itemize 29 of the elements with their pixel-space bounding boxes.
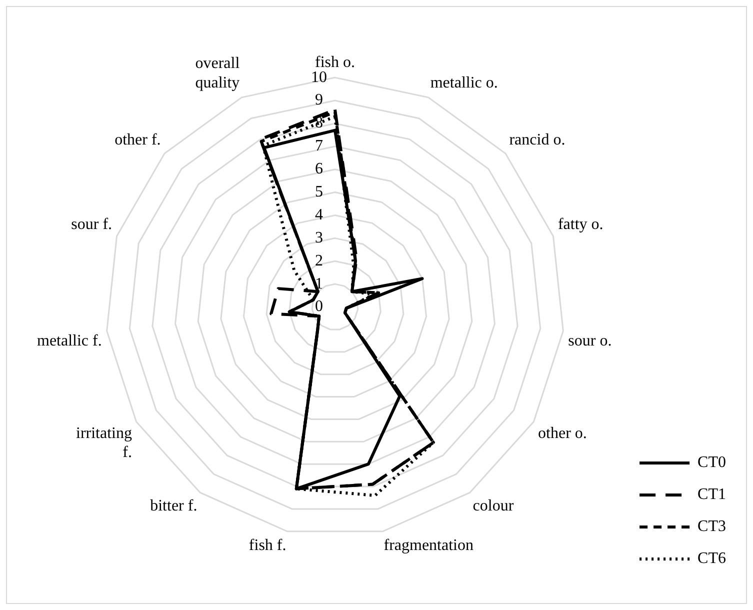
spoke-label: metallic f. — [37, 332, 102, 350]
spoke-label: fatty o. — [558, 216, 604, 234]
legend-label: CT0 — [698, 454, 726, 472]
spoke-label: sour o. — [568, 332, 612, 350]
spoke-label: rancid o. — [509, 132, 566, 149]
spoke-label: overall quality — [195, 55, 240, 92]
spoke-label: irritating f. — [76, 425, 132, 462]
y-tick-label: 1 — [315, 275, 323, 292]
spoke-label: sour f. — [71, 216, 112, 234]
spoke-label: fragmentation — [384, 537, 474, 554]
y-tick-label: 4 — [315, 206, 323, 224]
y-tick-label: 3 — [315, 229, 323, 246]
spoke-label: other o. — [538, 425, 587, 442]
spoke-label: bitter f. — [150, 497, 198, 514]
legend-label: CT1 — [698, 486, 726, 504]
y-tick-label: 9 — [315, 92, 323, 109]
legend-label: CT3 — [698, 518, 726, 536]
y-tick-label: 0 — [315, 298, 323, 316]
y-tick-label: 2 — [315, 252, 323, 270]
legend-label: CT6 — [698, 550, 726, 568]
spoke-label: other f. — [114, 132, 161, 149]
spoke-label: colour — [472, 497, 514, 514]
y-tick-label: 6 — [315, 160, 323, 178]
y-tick-label: 10 — [311, 68, 327, 86]
spoke-label: metallic o. — [430, 74, 498, 92]
spoke-label: fish f. — [248, 537, 286, 554]
y-tick-label: 7 — [315, 138, 323, 155]
spoke-label: fish o. — [315, 54, 355, 72]
y-tick-label: 5 — [315, 183, 323, 200]
